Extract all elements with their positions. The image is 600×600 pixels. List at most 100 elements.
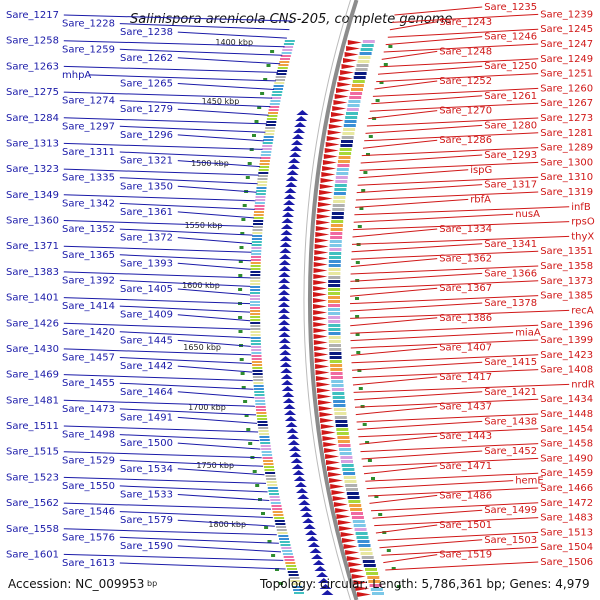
- left-leader-line: [63, 142, 263, 150]
- feature-block: [262, 457, 273, 459]
- reverse-gene-arrow: [278, 332, 291, 337]
- feature-block: [285, 562, 296, 564]
- forward-gene-arrow: [340, 532, 355, 537]
- reverse-gene-arrow: [287, 434, 300, 439]
- reverse-gene-arrow: [293, 128, 306, 133]
- reverse-gene-arrow: [278, 320, 291, 325]
- kbp-tick-outer: [355, 261, 360, 264]
- left-leader-line: [119, 562, 286, 570]
- feature-block: [328, 316, 341, 319]
- feature-block: [362, 560, 375, 563]
- feature-block: [282, 553, 293, 555]
- left-leader-line: [177, 185, 257, 193]
- feature-block: [361, 44, 374, 47]
- left-leader-line: [177, 442, 261, 450]
- feature-block: [267, 487, 278, 489]
- right-leader-line: [377, 531, 539, 541]
- backbone-ring: [307, 0, 359, 600]
- forward-gene-arrow: [340, 70, 355, 75]
- feature-block: [334, 184, 347, 187]
- right-leader-line: [365, 124, 483, 134]
- feature-block: [346, 108, 359, 111]
- feature-track-inner: [328, 40, 384, 595]
- left-leader-line: [177, 416, 258, 424]
- feature-block: [274, 520, 285, 522]
- forward-gene-arrow: [353, 580, 368, 585]
- right-leader-line: [383, 43, 539, 53]
- kbp-tick: [241, 218, 246, 221]
- feature-block: [283, 43, 294, 45]
- feature-block: [330, 372, 343, 375]
- feature-block: [328, 328, 341, 331]
- feature-block: [337, 164, 350, 167]
- left-leader-line: [177, 494, 270, 501]
- right-leader-line: [354, 391, 483, 401]
- right-gene-labels: Sare_1235Sare_1239Sare_1243Sare_1245Sare…: [439, 2, 595, 568]
- reverse-gene-arrow: [291, 140, 303, 145]
- feature-block: [260, 157, 271, 159]
- left-gene-label: Sare_1258: [6, 36, 59, 47]
- forward-gene-arrow: [313, 316, 328, 321]
- feature-block: [352, 520, 365, 523]
- feature-block: [250, 331, 261, 333]
- right-leader-line: [357, 176, 539, 186]
- feature-block: [334, 188, 347, 191]
- kbp-tick: [275, 568, 279, 571]
- kbp-tick: [271, 554, 276, 557]
- reverse-gene-arrow: [287, 164, 300, 169]
- right-gene-label: Sare_1246: [484, 32, 537, 43]
- feature-block: [250, 292, 260, 294]
- kbp-tick: [238, 274, 243, 277]
- feature-block: [253, 217, 264, 219]
- feature-block: [251, 358, 262, 360]
- feature-block: [347, 496, 360, 499]
- feature-block: [272, 91, 283, 93]
- forward-gene-arrow: [319, 184, 334, 189]
- forward-gene-arrow: [321, 430, 336, 435]
- feature-block: [253, 220, 264, 222]
- forward-gene-arrow: [313, 280, 328, 285]
- feature-block: [270, 499, 281, 501]
- right-leader-line: [363, 465, 438, 475]
- left-gene-label: Sare_1342: [62, 198, 115, 209]
- forward-gene-arrow: [315, 226, 330, 231]
- right-gene-label: Sare_1362: [439, 254, 492, 265]
- left-leader-line: [177, 288, 251, 296]
- feature-block: [330, 236, 343, 239]
- forward-gene-arrow: [327, 130, 342, 135]
- feature-block: [338, 156, 351, 159]
- backbone-inner-ring: [303, 0, 351, 600]
- left-leader-line: [63, 425, 259, 433]
- forward-gene-arrow: [332, 106, 347, 111]
- left-gene-label: Sare_1265: [120, 79, 173, 90]
- reverse-gene-arrow: [291, 464, 304, 469]
- feature-block: [333, 196, 346, 199]
- left-gene-label: Sare_1311: [62, 147, 115, 158]
- forward-gene-arrow: [350, 568, 364, 573]
- left-gene-label: Sare_1279: [120, 104, 173, 115]
- feature-block: [269, 103, 280, 105]
- left-leader-line: [177, 108, 269, 116]
- forward-gene-arrow: [314, 352, 329, 357]
- feature-block: [335, 420, 348, 423]
- feature-block: [277, 70, 288, 72]
- feature-block: [251, 241, 262, 243]
- left-leader-line: [119, 511, 273, 519]
- right-leader-line: [374, 80, 438, 90]
- right-gene-label: miaA: [515, 328, 541, 339]
- feature-track-outer: [250, 40, 304, 594]
- feature-block: [250, 337, 261, 339]
- feature-block: [274, 517, 285, 519]
- feature-block: [328, 332, 341, 335]
- left-leader-line: [119, 48, 283, 56]
- left-gene-label: Sare_1383: [6, 267, 59, 278]
- reverse-gene-arrow: [286, 428, 299, 433]
- right-leader-line: [377, 65, 483, 75]
- feature-block: [262, 142, 273, 144]
- reverse-gene-arrow: [289, 152, 302, 157]
- left-leader-line: [119, 23, 290, 31]
- kbp-tick: [245, 176, 250, 179]
- reverse-gene-arrow: [294, 122, 307, 127]
- forward-gene-arrow: [357, 592, 371, 597]
- feature-block: [351, 84, 364, 87]
